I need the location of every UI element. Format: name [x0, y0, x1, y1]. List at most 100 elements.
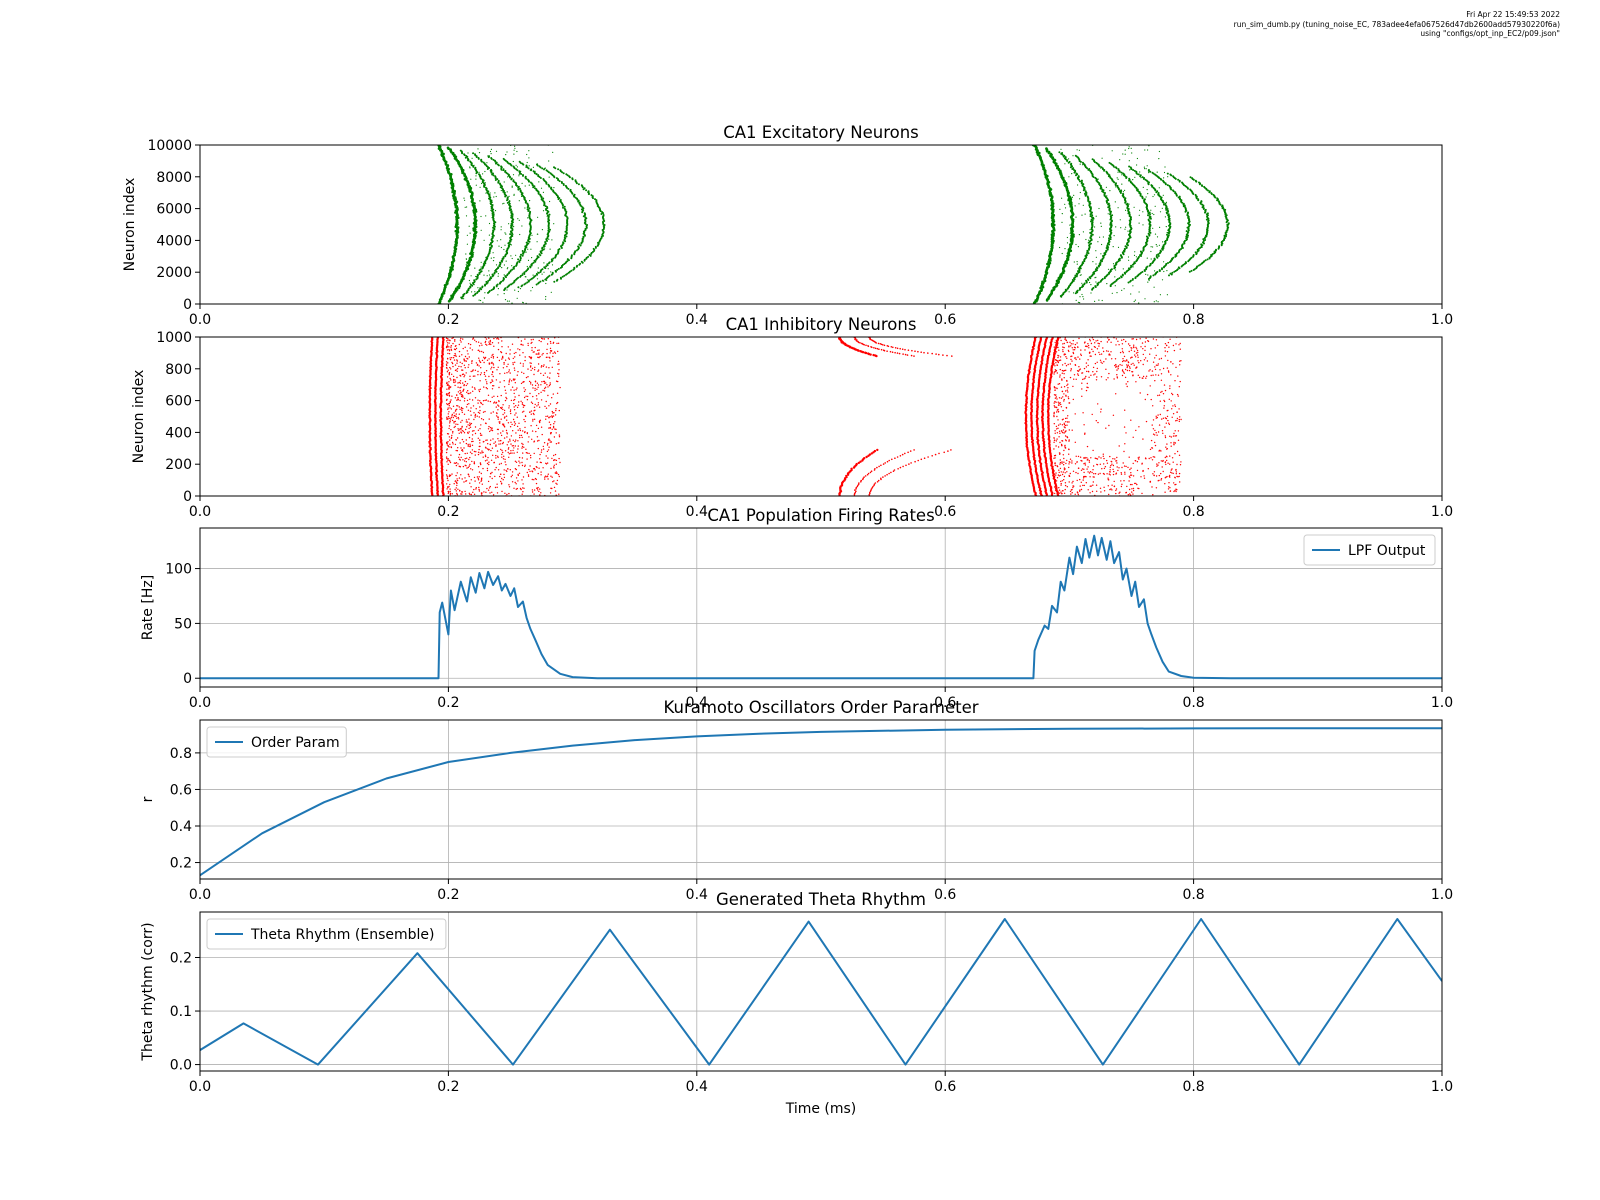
inhibitory-spike — [451, 419, 454, 422]
excitatory-spike — [518, 160, 521, 163]
excitatory-spike — [492, 158, 495, 161]
inhibitory-spike — [447, 408, 449, 411]
inhibitory-spike — [475, 341, 477, 343]
excitatory-spike — [480, 266, 482, 268]
excitatory-spike — [507, 176, 509, 178]
inhibitory-spike — [557, 372, 559, 375]
excitatory-spike — [561, 275, 564, 278]
inhibitory-spike — [516, 387, 518, 389]
excitatory-spike — [472, 252, 474, 255]
excitatory-spike — [549, 228, 551, 231]
inhibitory-spike — [529, 362, 531, 364]
inhibitory-spike — [501, 453, 503, 456]
inhibitory-spike — [502, 442, 504, 445]
excitatory-spike — [510, 270, 512, 272]
inhibitory-spike — [477, 429, 480, 431]
inhibitory-spike — [486, 487, 488, 490]
excitatory-spike — [464, 199, 466, 201]
excitatory-spike — [504, 287, 507, 290]
excitatory-spike — [576, 264, 579, 267]
inhibitory-spike — [453, 483, 455, 485]
inhibitory-spike — [508, 492, 510, 495]
inhibitory-spike — [475, 451, 477, 453]
excitatory-spike — [1079, 163, 1081, 165]
excitatory-spike — [460, 296, 463, 299]
inhibitory-spike — [447, 339, 449, 341]
excitatory-spike — [1216, 197, 1219, 200]
inhibitory-spike — [493, 337, 495, 340]
inhibitory-spike — [452, 405, 455, 407]
excitatory-spike — [471, 291, 473, 293]
excitatory-spike — [481, 285, 484, 288]
inhibitory-spike — [524, 389, 527, 391]
inhibitory-spike — [490, 449, 492, 452]
inhibitory-spike — [506, 444, 508, 446]
excitatory-spike — [1225, 235, 1227, 238]
inhibitory-spike — [448, 485, 450, 488]
inhibitory-spike — [509, 409, 512, 411]
inhibitory-spike — [477, 341, 480, 343]
inhibitory-spike — [487, 394, 490, 396]
excitatory-spike — [463, 298, 465, 300]
inhibitory-spike — [486, 469, 489, 472]
inhibitory-spike — [480, 480, 482, 482]
inhibitory-spike — [517, 371, 519, 373]
excitatory-spike — [1169, 272, 1172, 275]
excitatory-spike — [1143, 201, 1145, 203]
excitatory-spike — [1156, 171, 1158, 173]
excitatory-spike — [1089, 215, 1092, 218]
inhibitory-spike — [448, 395, 451, 397]
excitatory-spike — [1090, 292, 1092, 294]
inhibitory-spike — [548, 446, 550, 448]
inhibitory-spike — [539, 494, 541, 496]
inhibitory-spike — [456, 417, 458, 419]
inhibitory-spike — [537, 447, 539, 450]
inhibitory-spike — [457, 397, 459, 399]
inhibitory-spike — [495, 412, 498, 414]
excitatory-spike — [527, 259, 530, 261]
excitatory-spike — [1144, 298, 1146, 300]
x-tick-label: 1.0 — [1431, 312, 1453, 328]
inhibitory-spike — [552, 352, 554, 354]
excitatory-spike — [544, 245, 546, 247]
excitatory-spike — [1133, 300, 1135, 303]
excitatory-spike — [505, 154, 507, 156]
excitatory-spike — [1095, 263, 1097, 265]
inhibitory-spike — [506, 365, 508, 368]
excitatory-spike — [1085, 238, 1087, 241]
inhibitory-spike — [504, 461, 506, 463]
inhibitory-spike — [542, 445, 544, 448]
excitatory-spike — [1113, 166, 1115, 169]
excitatory-spike — [579, 262, 582, 265]
inhibitory-spike — [540, 384, 542, 386]
excitatory-spike — [500, 280, 503, 283]
inhibitory-spike — [555, 443, 558, 445]
inhibitory-spike — [504, 399, 507, 402]
inhibitory-spike — [478, 482, 481, 484]
inhibitory-spike — [484, 455, 487, 458]
inhibitory-spike — [540, 474, 542, 476]
excitatory-spike — [1072, 155, 1074, 157]
excitatory-spike — [537, 271, 539, 273]
inhibitory-spike — [477, 411, 480, 414]
inhibitory-spike — [474, 397, 477, 399]
excitatory-spike — [1161, 267, 1163, 270]
inhibitory-spike — [486, 467, 489, 470]
inhibitory-spike — [530, 381, 532, 384]
excitatory-spike — [1126, 207, 1129, 210]
inhibitory-spike — [458, 465, 460, 467]
excitatory-spike — [484, 186, 487, 189]
excitatory-spike — [590, 194, 593, 197]
excitatory-spike — [512, 212, 514, 214]
excitatory-spike — [517, 286, 520, 289]
excitatory-spike — [552, 257, 555, 260]
inhibitory-spike — [471, 460, 473, 463]
inhibitory-spike — [497, 455, 499, 457]
inhibitory-spike — [526, 399, 529, 401]
inhibitory-spike — [530, 401, 533, 403]
excitatory-spike — [470, 164, 472, 166]
inhibitory-spike — [491, 471, 493, 474]
inhibitory-spike — [543, 338, 546, 340]
excitatory-spike — [1166, 184, 1169, 187]
inhibitory-spike — [537, 402, 540, 404]
